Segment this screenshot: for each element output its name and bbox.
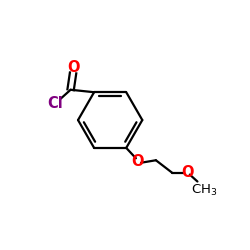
Text: Cl: Cl xyxy=(48,96,63,111)
Text: O: O xyxy=(182,164,194,180)
Text: CH$_3$: CH$_3$ xyxy=(191,183,218,198)
Text: O: O xyxy=(132,154,144,169)
Text: O: O xyxy=(67,60,79,75)
